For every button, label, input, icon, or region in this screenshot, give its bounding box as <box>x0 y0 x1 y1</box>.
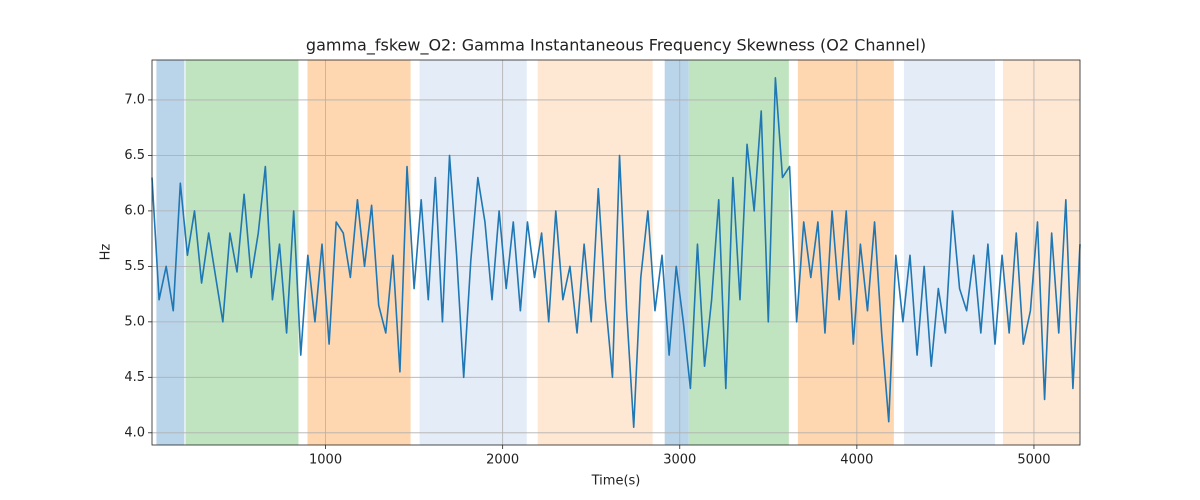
y-tick-label: 6.5 <box>124 148 145 163</box>
x-axis-label: Time(s) <box>591 474 641 489</box>
x-tick-label: 1000 <box>309 453 342 468</box>
chart-title: gamma_fskew_O2: Gamma Instantaneous Freq… <box>306 36 926 56</box>
plot-frame <box>151 59 1081 446</box>
shaded-span <box>797 60 894 445</box>
shaded-span <box>307 60 411 445</box>
shaded-span <box>185 60 299 445</box>
shaded-span <box>688 60 789 445</box>
shaded-span <box>419 60 527 445</box>
x-tick-label: 4000 <box>840 453 873 468</box>
y-tick-label: 5.0 <box>124 314 145 329</box>
y-axis-label: Hz <box>99 244 114 261</box>
x-tick-label: 2000 <box>486 453 519 468</box>
y-tick-label: 5.5 <box>124 259 145 274</box>
y-tick-label: 4.0 <box>124 425 145 440</box>
y-tick-label: 4.5 <box>124 370 145 385</box>
data-line <box>151 76 1081 429</box>
x-tick-label: 3000 <box>663 453 696 468</box>
shaded-span <box>664 60 689 445</box>
x-tick-label: 5000 <box>1017 453 1050 468</box>
y-tick-label: 7.0 <box>124 92 145 107</box>
shaded-span <box>156 60 185 445</box>
y-tick-label: 6.0 <box>124 203 145 218</box>
